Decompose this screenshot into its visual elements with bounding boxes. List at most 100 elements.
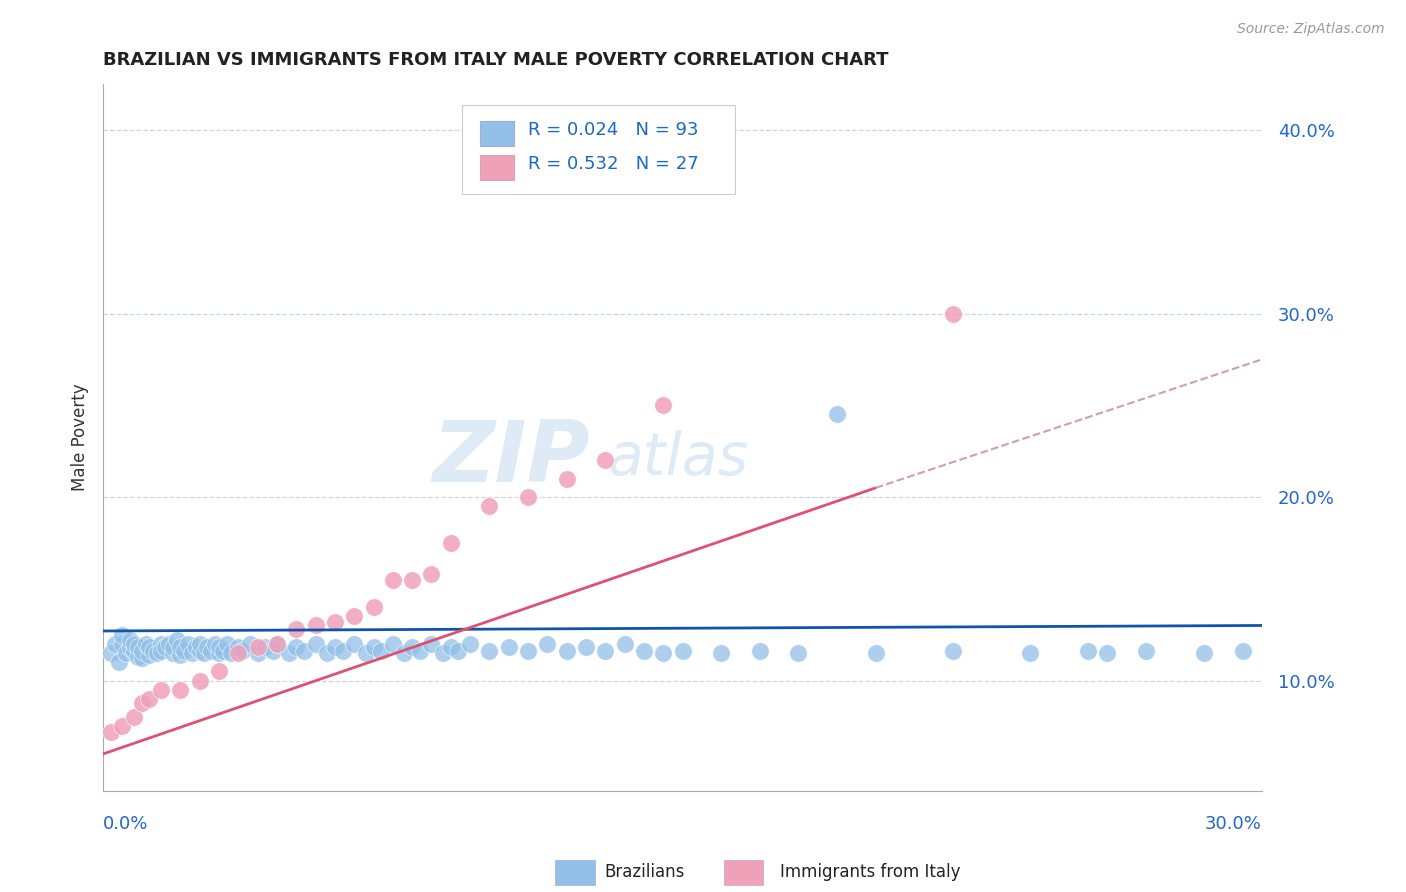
Point xyxy=(652,398,675,412)
Point xyxy=(710,646,733,660)
Text: BRAZILIAN VS IMMIGRANTS FROM ITALY MALE POVERTY CORRELATION CHART: BRAZILIAN VS IMMIGRANTS FROM ITALY MALE … xyxy=(103,51,889,69)
Point xyxy=(285,622,308,636)
Point xyxy=(555,644,578,658)
Point xyxy=(215,637,238,651)
Point xyxy=(181,646,204,660)
Point xyxy=(1192,646,1215,660)
Point xyxy=(150,682,173,697)
Point xyxy=(138,691,160,706)
Point xyxy=(292,644,315,658)
Point xyxy=(266,637,288,651)
Point xyxy=(381,637,404,651)
Point xyxy=(478,499,501,513)
Point xyxy=(363,640,385,655)
Point xyxy=(262,644,284,658)
Point xyxy=(150,644,173,658)
Point xyxy=(204,637,226,651)
Point xyxy=(942,644,965,658)
Point xyxy=(478,644,501,658)
Point xyxy=(517,490,540,504)
Text: Immigrants from Italy: Immigrants from Italy xyxy=(780,863,960,881)
Point xyxy=(169,648,191,662)
Point xyxy=(162,640,184,655)
Text: R = 0.532   N = 27: R = 0.532 N = 27 xyxy=(529,155,699,173)
Point xyxy=(254,640,277,655)
Point xyxy=(219,646,242,660)
Point xyxy=(122,637,145,651)
Point xyxy=(228,640,250,655)
Point xyxy=(138,640,160,655)
Point xyxy=(323,615,346,629)
Point xyxy=(394,646,416,660)
Point xyxy=(193,646,215,660)
Point xyxy=(115,646,138,660)
Point xyxy=(166,633,188,648)
Text: Brazilians: Brazilians xyxy=(605,863,685,881)
Point xyxy=(304,618,326,632)
Point xyxy=(188,673,211,688)
Bar xyxy=(479,120,515,145)
Point xyxy=(122,710,145,724)
Point xyxy=(381,573,404,587)
Point xyxy=(354,646,377,660)
Text: Source: ZipAtlas.com: Source: ZipAtlas.com xyxy=(1237,22,1385,37)
Point xyxy=(212,644,235,658)
Text: ZIP: ZIP xyxy=(432,417,591,500)
Point xyxy=(432,646,454,660)
Point xyxy=(440,640,463,655)
Point xyxy=(865,646,887,660)
Point xyxy=(208,665,231,679)
Point xyxy=(100,646,122,660)
Point xyxy=(200,644,222,658)
Point xyxy=(363,600,385,615)
Point xyxy=(555,472,578,486)
Point xyxy=(104,637,127,651)
Bar xyxy=(479,155,515,179)
Text: 0.0%: 0.0% xyxy=(103,815,149,833)
Point xyxy=(332,644,354,658)
Point xyxy=(420,567,443,582)
Point xyxy=(228,646,250,660)
Point xyxy=(613,637,636,651)
Text: R = 0.024   N = 93: R = 0.024 N = 93 xyxy=(529,121,699,139)
Point xyxy=(285,640,308,655)
Point xyxy=(111,627,134,641)
Point xyxy=(131,651,153,665)
Point xyxy=(1019,646,1042,660)
Point xyxy=(135,637,157,651)
Point xyxy=(231,644,253,658)
Point xyxy=(1097,646,1119,660)
Text: atlas: atlas xyxy=(607,430,748,487)
Point xyxy=(447,644,470,658)
Point xyxy=(131,696,153,710)
Point xyxy=(266,637,288,651)
Point xyxy=(748,644,770,658)
Point xyxy=(177,637,200,651)
Point xyxy=(825,408,848,422)
Point xyxy=(458,637,481,651)
Point xyxy=(173,644,195,658)
Point xyxy=(150,637,173,651)
Point xyxy=(208,646,231,660)
Point xyxy=(246,640,269,655)
Point xyxy=(593,644,616,658)
Point xyxy=(239,637,262,651)
Point xyxy=(420,637,443,651)
Point xyxy=(370,644,392,658)
Point xyxy=(100,725,122,739)
Point xyxy=(440,536,463,550)
Point xyxy=(498,640,520,655)
Point xyxy=(633,644,655,658)
Point xyxy=(652,646,675,660)
Point xyxy=(401,573,423,587)
Point xyxy=(142,644,165,658)
Point xyxy=(169,640,191,655)
Point xyxy=(304,637,326,651)
Point xyxy=(316,646,339,660)
Point xyxy=(343,637,366,651)
Point xyxy=(942,306,965,320)
Point xyxy=(111,719,134,733)
Point xyxy=(323,640,346,655)
Point xyxy=(169,682,191,697)
Point xyxy=(401,640,423,655)
